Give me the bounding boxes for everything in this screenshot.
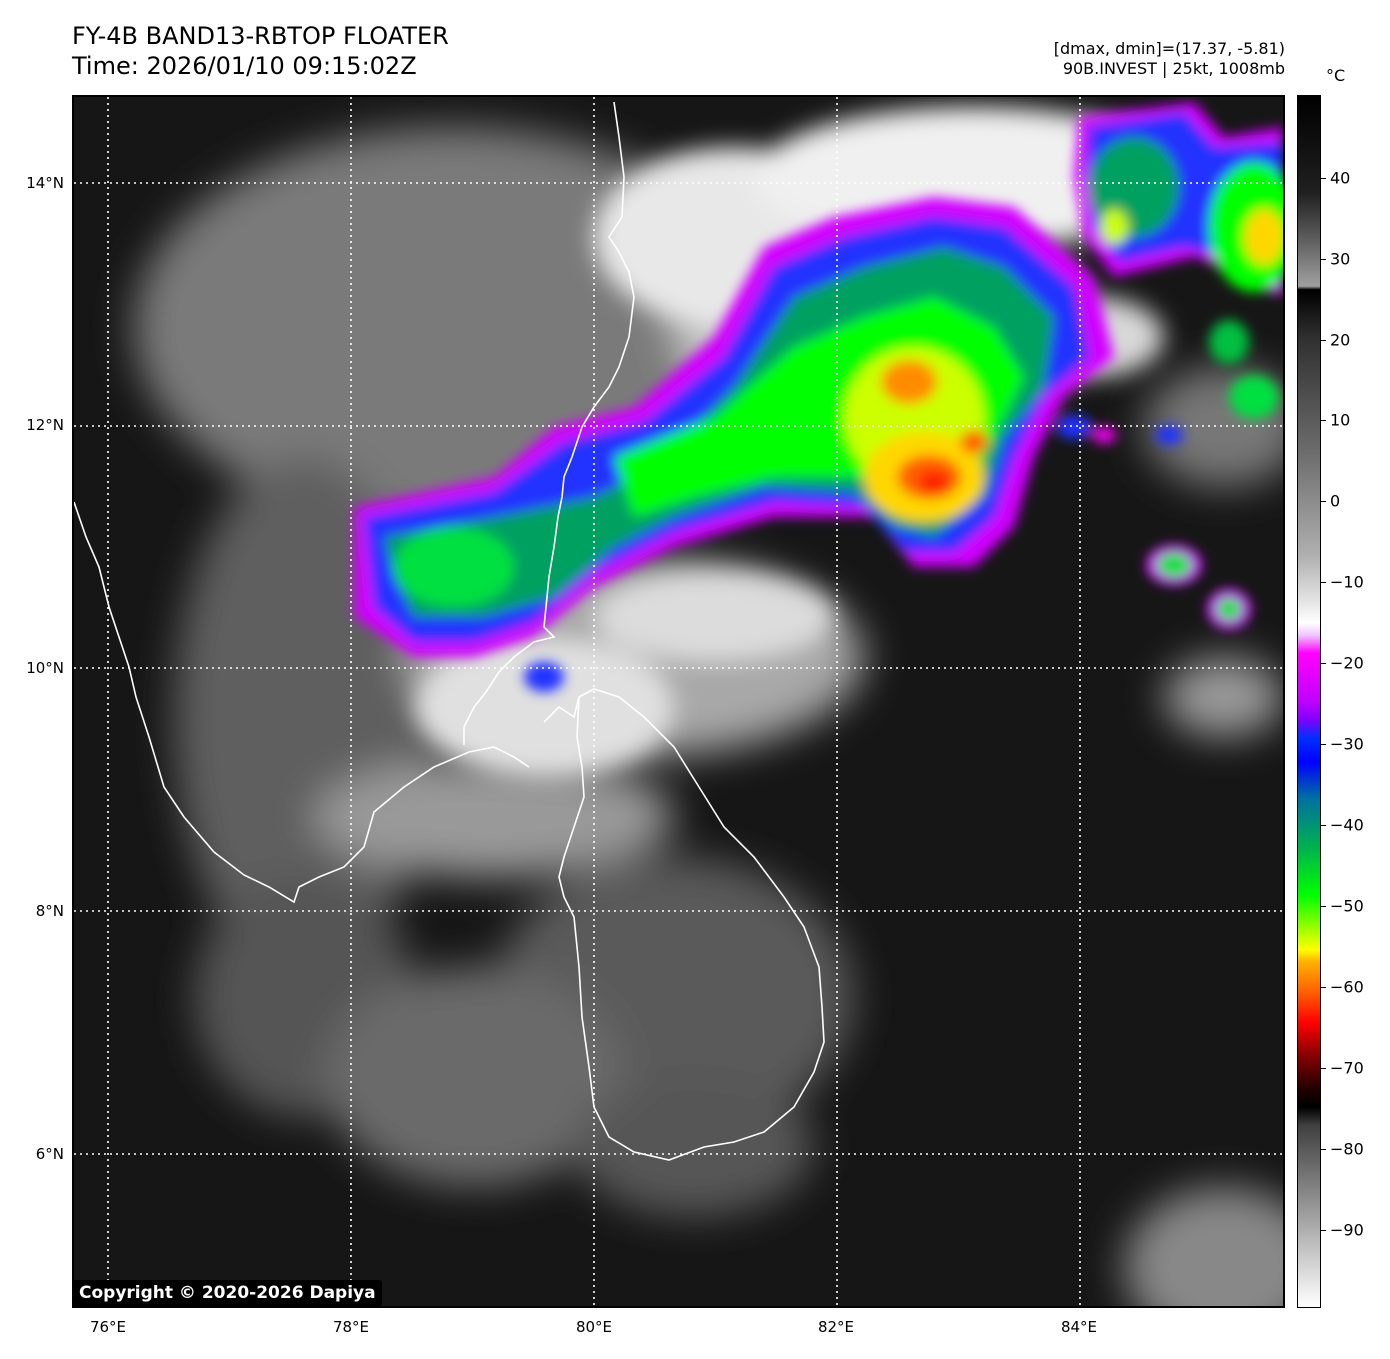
- colorbar-tick: [1321, 906, 1326, 907]
- dmax-dmin-readout: [dmax, dmin]=(17.37, -5.81): [1053, 39, 1285, 58]
- colorbar-tick: [1321, 987, 1326, 988]
- colorbar-tick: [1321, 1149, 1326, 1150]
- lon-label-80e: 80°E: [575, 1318, 613, 1336]
- colorbar-label: 10: [1330, 410, 1351, 430]
- lon-label-84e: 84°E: [1060, 1318, 1098, 1336]
- colorbar-tick: [1321, 1068, 1326, 1069]
- colorbar-label: −90: [1330, 1220, 1364, 1240]
- colorbar-label: −70: [1330, 1058, 1364, 1078]
- colorbar-label: 40: [1330, 168, 1351, 188]
- colorbar-label: 20: [1330, 330, 1351, 350]
- colorbar-label: −30: [1330, 734, 1364, 754]
- lat-label-6n: 6°N: [35, 1145, 64, 1163]
- lon-label-76e: 76°E: [89, 1318, 127, 1336]
- lat-label-14n: 14°N: [26, 174, 64, 192]
- lon-label-82e: 82°E: [817, 1318, 855, 1336]
- colorbar-label: −10: [1330, 572, 1364, 592]
- colorbar-label: 0: [1330, 491, 1341, 511]
- lat-label-12n: 12°N: [26, 416, 64, 434]
- temperature-colorbar: [1297, 95, 1321, 1308]
- colorbar-label: −40: [1330, 815, 1364, 835]
- lat-label-8n: 8°N: [35, 902, 64, 920]
- colorbar-tick: [1321, 825, 1326, 826]
- cold-cloud-tops: [354, 102, 1283, 692]
- colorbar-tick: [1321, 582, 1326, 583]
- chart-title: FY-4B BAND13-RBTOP FLOATER: [72, 22, 449, 50]
- colorbar-label: −60: [1330, 977, 1364, 997]
- lat-label-10n: 10°N: [26, 659, 64, 677]
- copyright-badge: Copyright © 2020-2026 Dapiya: [73, 1280, 382, 1306]
- lon-label-78e: 78°E: [332, 1318, 370, 1336]
- colorbar-tick: [1321, 501, 1326, 502]
- colorbar-tick: [1321, 259, 1326, 260]
- colorbar-tick: [1321, 744, 1326, 745]
- colorbar-tick: [1321, 178, 1326, 179]
- satellite-imagery: [74, 97, 1283, 1306]
- storm-info: 90B.INVEST | 25kt, 1008mb: [1062, 59, 1285, 78]
- coastline: [74, 101, 825, 1161]
- colorbar-label: −20: [1330, 653, 1364, 673]
- colorbar-tick: [1321, 340, 1326, 341]
- satellite-map: [72, 95, 1285, 1308]
- colorbar-label: −50: [1330, 896, 1364, 916]
- colorbar-tick: [1321, 420, 1326, 421]
- colorbar-tick: [1321, 1230, 1326, 1231]
- colorbar-tick: [1321, 663, 1326, 664]
- chart-time: Time: 2026/01/10 09:15:02Z: [72, 52, 417, 80]
- colorbar-unit: °C: [1326, 66, 1346, 85]
- colorbar-label: 30: [1330, 249, 1351, 269]
- colorbar-label: −80: [1330, 1139, 1364, 1159]
